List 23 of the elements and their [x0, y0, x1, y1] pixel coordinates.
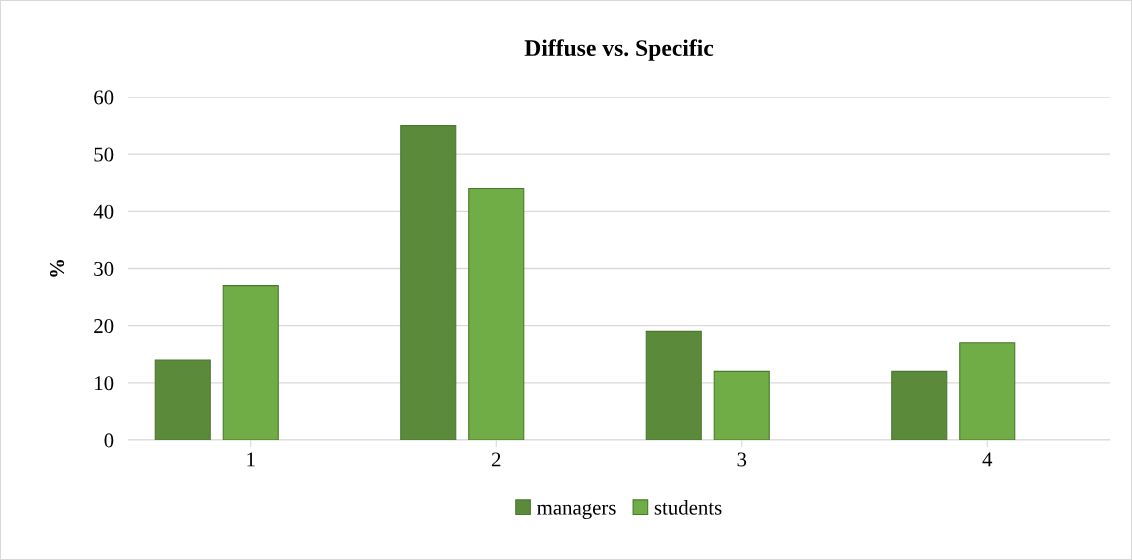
- bar: [891, 370, 948, 440]
- bar: [645, 330, 702, 440]
- bar: [154, 359, 211, 440]
- y-tick-label: 50: [94, 147, 114, 162]
- legend-label: students: [654, 500, 722, 515]
- bar: [713, 370, 770, 440]
- y-tick-label: 60: [94, 90, 114, 105]
- bar: [400, 125, 457, 440]
- bar: [468, 187, 525, 440]
- x-tick-label: 3: [737, 452, 747, 467]
- y-tick-label: 0: [104, 433, 114, 448]
- y-tick-label: 10: [95, 376, 114, 391]
- y-tick-label: 40: [93, 204, 114, 219]
- bar: [222, 285, 279, 440]
- x-tick-label: 4: [982, 452, 993, 467]
- y-tick-label: 20: [94, 319, 114, 334]
- chart-title: Diffuse vs. Specific: [524, 39, 714, 61]
- x-tick-label: 1: [247, 452, 255, 467]
- bar: [959, 342, 1016, 440]
- x-tick-label: 2: [491, 452, 501, 467]
- y-axis-title: %: [49, 260, 65, 277]
- y-tick-label: 30: [94, 261, 114, 276]
- legend-label: managers: [537, 503, 616, 519]
